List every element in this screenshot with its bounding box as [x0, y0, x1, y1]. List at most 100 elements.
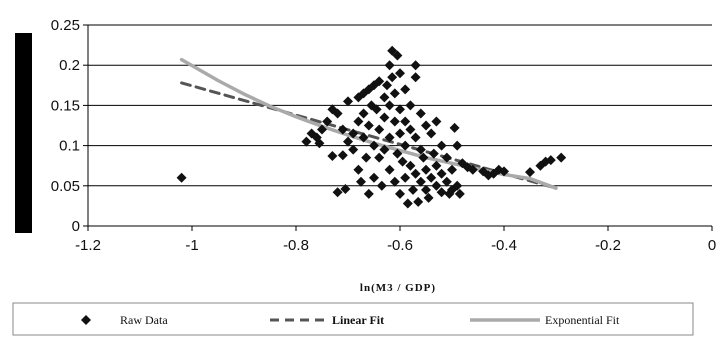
raw-data-point — [332, 108, 343, 119]
raw-data-point — [400, 140, 411, 151]
raw-data-point — [384, 164, 395, 175]
raw-data-point — [317, 124, 327, 135]
raw-data-point — [384, 132, 395, 143]
raw-data-point — [556, 152, 567, 163]
raw-data-point — [426, 128, 437, 139]
raw-data-point — [374, 76, 385, 87]
raw-data-point — [525, 167, 535, 178]
legend: Raw Data Linear Fit Exponential Fit — [12, 302, 694, 336]
raw-data-point — [436, 140, 447, 151]
y-tick-label: 0.25 — [51, 17, 80, 34]
raw-data-point — [387, 72, 398, 83]
raw-data-point — [421, 164, 431, 175]
raw-data-point — [405, 124, 416, 135]
legend-marker-raw-data — [81, 315, 91, 325]
raw-data-point — [397, 156, 408, 167]
x-tick-labels: -1.2 -1 -0.8 -0.6 -0.4 -0.2 0 — [75, 237, 716, 254]
raw-data-point — [415, 144, 426, 155]
raw-data-point — [400, 172, 411, 183]
raw-data-point — [428, 148, 439, 159]
y-tick-label: 0.15 — [51, 97, 80, 114]
raw-data-point — [421, 120, 431, 131]
raw-data-point — [379, 112, 390, 123]
x-tick-label: -1.2 — [75, 237, 101, 254]
raw-data-point — [410, 60, 421, 71]
raw-data-point — [361, 152, 372, 163]
raw-data-point — [499, 166, 509, 177]
raw-data-point — [413, 196, 424, 207]
y-tick-labels: 0 0.05 0.1 0.15 0.2 0.25 — [51, 17, 80, 235]
raw-data-point — [441, 176, 452, 187]
raw-data-point — [418, 152, 429, 163]
raw-data-point — [410, 72, 421, 83]
raw-data-point — [353, 164, 364, 175]
raw-data-point — [363, 120, 374, 131]
raw-data-point — [449, 122, 460, 133]
raw-data-point — [363, 188, 374, 199]
raw-data-point — [322, 116, 333, 127]
raw-data-point — [314, 138, 325, 149]
raw-data-point — [410, 168, 421, 179]
x-tick-label: 0 — [708, 237, 716, 254]
legend-label-raw-data: Raw Data — [120, 313, 168, 327]
raw-data-point — [400, 116, 411, 127]
x-tick-label: -1 — [185, 237, 198, 254]
raw-data-point — [405, 160, 416, 171]
raw-data-point — [395, 128, 405, 139]
raw-data-point — [441, 152, 452, 163]
raw-data-point — [426, 172, 437, 183]
raw-data-point — [374, 124, 385, 135]
raw-data-point — [348, 144, 359, 155]
raw-data-point — [379, 144, 390, 155]
raw-data-point — [415, 108, 426, 119]
raw-data-point — [467, 164, 478, 175]
raw-data-point — [340, 184, 351, 195]
raw-data-point — [395, 188, 405, 199]
raw-data-point — [431, 180, 442, 191]
raw-data-point — [431, 116, 442, 127]
x-tick-label: -0.2 — [595, 237, 621, 254]
legend-label-exponential-fit: Exponential Fit — [545, 313, 620, 327]
raw-data-point — [545, 155, 556, 166]
raw-data-point — [436, 187, 447, 198]
raw-data-point — [400, 84, 411, 95]
legend-box — [12, 302, 694, 336]
y-axis-label-bar — [15, 33, 32, 233]
raw-data-points — [176, 45, 567, 209]
axes — [83, 24, 713, 231]
legend-label-linear-fit: Linear Fit — [332, 313, 384, 327]
x-tick-label: -0.4 — [491, 237, 517, 254]
raw-data-point — [415, 176, 426, 187]
raw-data-point — [337, 150, 348, 161]
y-tick-label: 0.2 — [59, 57, 80, 74]
raw-data-point — [384, 100, 395, 111]
raw-data-point — [389, 88, 400, 99]
raw-data-point — [301, 136, 312, 147]
raw-data-point — [374, 152, 385, 163]
raw-data-point — [392, 148, 403, 159]
raw-data-point — [387, 45, 398, 56]
raw-data-point — [382, 80, 392, 91]
raw-data-point — [395, 104, 405, 115]
raw-data-point — [436, 168, 447, 179]
raw-data-point — [371, 104, 382, 115]
raw-data-point — [454, 188, 465, 199]
raw-data-point — [358, 108, 369, 119]
raw-data-point — [421, 184, 431, 195]
y-tick-label: 0.05 — [51, 178, 80, 195]
raw-data-point — [376, 180, 387, 191]
raw-data-point — [408, 184, 418, 195]
raw-data-point — [369, 140, 379, 151]
raw-data-point — [392, 50, 403, 61]
raw-data-point — [431, 160, 442, 171]
raw-data-point — [452, 180, 463, 191]
raw-data-point — [348, 128, 359, 139]
x-axis-label: ln(M3 / GDP) — [360, 282, 436, 294]
raw-data-point — [402, 198, 413, 209]
y-tick-label: 0.1 — [59, 138, 80, 155]
raw-data-point — [332, 187, 343, 198]
y-tick-label: 0 — [72, 218, 80, 235]
raw-data-point — [337, 124, 348, 135]
raw-data-point — [343, 136, 353, 147]
